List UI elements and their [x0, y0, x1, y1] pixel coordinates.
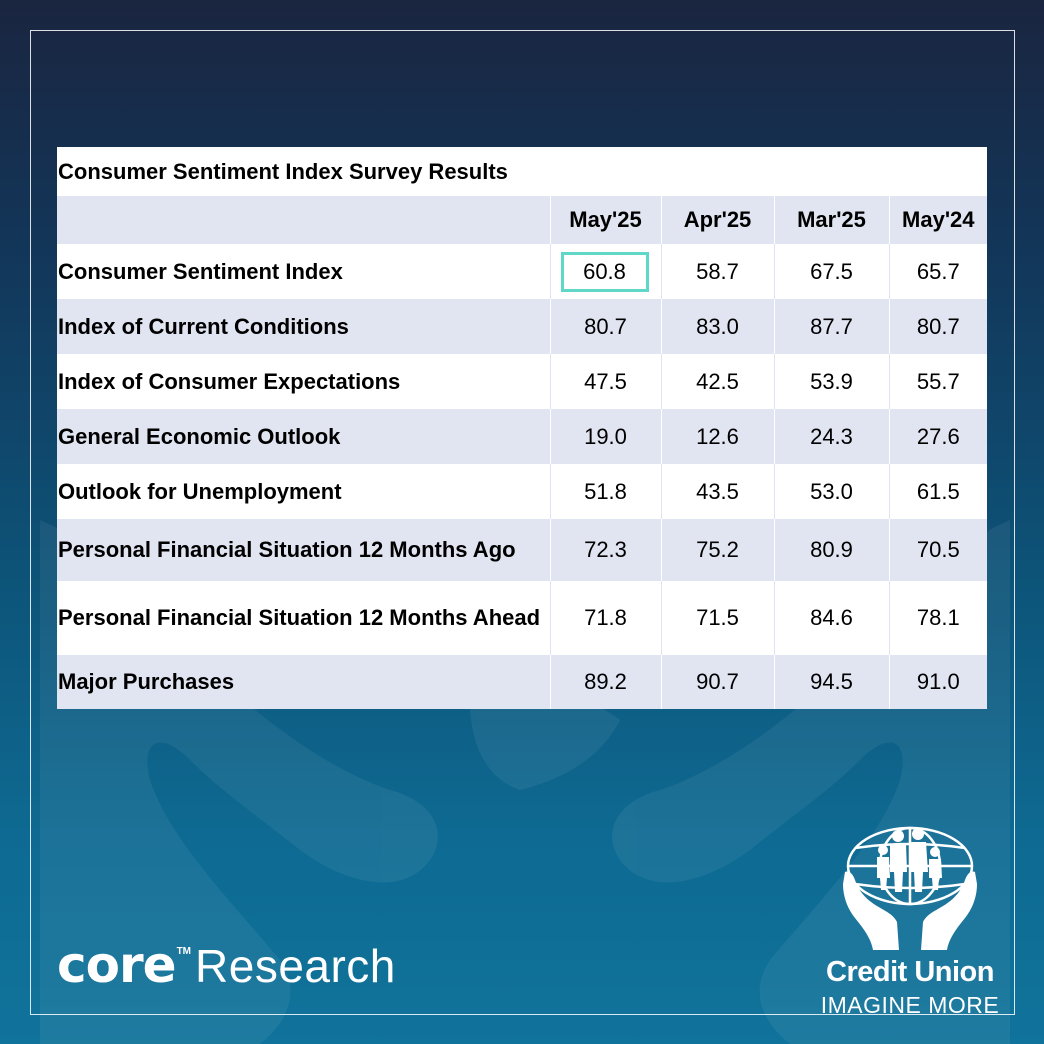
- row-label: Major Purchases: [57, 655, 550, 709]
- table-cell: 94.5: [773, 655, 889, 709]
- column-header: May'24: [888, 196, 988, 244]
- table-cell: 91.0: [888, 655, 988, 709]
- table-row: Index of Consumer Expectations 47.5 42.5…: [57, 354, 988, 409]
- table-cell: 51.8: [549, 464, 661, 519]
- table-row: Personal Financial Situation 12 Months A…: [57, 519, 988, 581]
- table-header-row: May'25 Apr'25 Mar'25 May'24: [57, 196, 988, 244]
- trademark-mark: TM: [176, 946, 192, 957]
- table-cell: 67.5: [773, 244, 889, 299]
- table-cell: 80.7: [549, 299, 661, 354]
- credit-union-name: Credit Union: [826, 956, 995, 988]
- core-research-logo: coreTMResearch: [57, 936, 396, 996]
- table-cell: 55.7: [888, 354, 988, 409]
- sentiment-table: Consumer Sentiment Index Survey Results …: [57, 147, 988, 710]
- table-cell: 61.5: [888, 464, 988, 519]
- row-label: Outlook for Unemployment: [57, 464, 550, 519]
- table-row: Outlook for Unemployment 51.8 43.5 53.0 …: [57, 464, 988, 519]
- table-cell: 60.8: [549, 244, 661, 299]
- table-cell: 78.1: [888, 581, 988, 655]
- table-title: Consumer Sentiment Index Survey Results: [57, 147, 988, 196]
- table-row: General Economic Outlook 19.0 12.6 24.3 …: [57, 409, 988, 464]
- table-row: Consumer Sentiment Index 60.8 58.7 67.5 …: [57, 244, 988, 299]
- table-cell: 80.9: [773, 519, 889, 581]
- table-row: Personal Financial Situation 12 Months A…: [57, 581, 988, 655]
- row-label: Index of Consumer Expectations: [57, 354, 550, 409]
- column-header: Mar'25: [773, 196, 889, 244]
- credit-union-tagline: IMAGINE MORE: [820, 992, 1000, 1018]
- column-header: May'25: [549, 196, 661, 244]
- table-cell: 87.7: [773, 299, 889, 354]
- row-label: Personal Financial Situation 12 Months A…: [57, 581, 550, 655]
- table-cell: 71.5: [660, 581, 774, 655]
- table-cell: 89.2: [549, 655, 661, 709]
- frame-border: [30, 30, 1015, 1015]
- core-wordmark: core: [57, 936, 177, 994]
- table-cell: 65.7: [888, 244, 988, 299]
- table-cell: 70.5: [888, 519, 988, 581]
- header-blank: [57, 196, 550, 244]
- table-title-row: Consumer Sentiment Index Survey Results: [57, 147, 988, 196]
- table-cell: 47.5: [549, 354, 661, 409]
- table-cell: 75.2: [660, 519, 774, 581]
- column-header: Apr'25: [660, 196, 774, 244]
- table-cell: 53.9: [773, 354, 889, 409]
- table-cell: 19.0: [549, 409, 661, 464]
- row-label: Personal Financial Situation 12 Months A…: [57, 519, 550, 581]
- row-label-text: Personal Financial Situation 12 Months A…: [58, 605, 541, 630]
- table-cell: 53.0: [773, 464, 889, 519]
- table-cell: 58.7: [660, 244, 774, 299]
- table-cell: 83.0: [660, 299, 774, 354]
- row-label: Consumer Sentiment Index: [57, 244, 550, 299]
- table-cell: 71.8: [549, 581, 661, 655]
- table-cell: 84.6: [773, 581, 889, 655]
- table-cell: 80.7: [888, 299, 988, 354]
- highlighted-value: 60.8: [560, 251, 649, 292]
- table-row: Major Purchases 89.2 90.7 94.5 91.0: [57, 655, 988, 709]
- research-wordmark: Research: [195, 940, 396, 992]
- credit-union-logo: Credit Union IMAGINE MORE: [815, 826, 1005, 1026]
- table-row: Index of Current Conditions 80.7 83.0 87…: [57, 299, 988, 354]
- table-cell: 24.3: [773, 409, 889, 464]
- table-cell: 27.6: [888, 409, 988, 464]
- table-cell: 43.5: [660, 464, 774, 519]
- table-cell: 42.5: [660, 354, 774, 409]
- results-table: Consumer Sentiment Index Survey Results …: [57, 147, 988, 709]
- credit-union-globe-family-hands-icon: [843, 826, 977, 950]
- table-cell: 72.3: [549, 519, 661, 581]
- row-label: General Economic Outlook: [57, 409, 550, 464]
- table-cell: 90.7: [660, 655, 774, 709]
- table-cell: 12.6: [660, 409, 774, 464]
- row-label: Index of Current Conditions: [57, 299, 550, 354]
